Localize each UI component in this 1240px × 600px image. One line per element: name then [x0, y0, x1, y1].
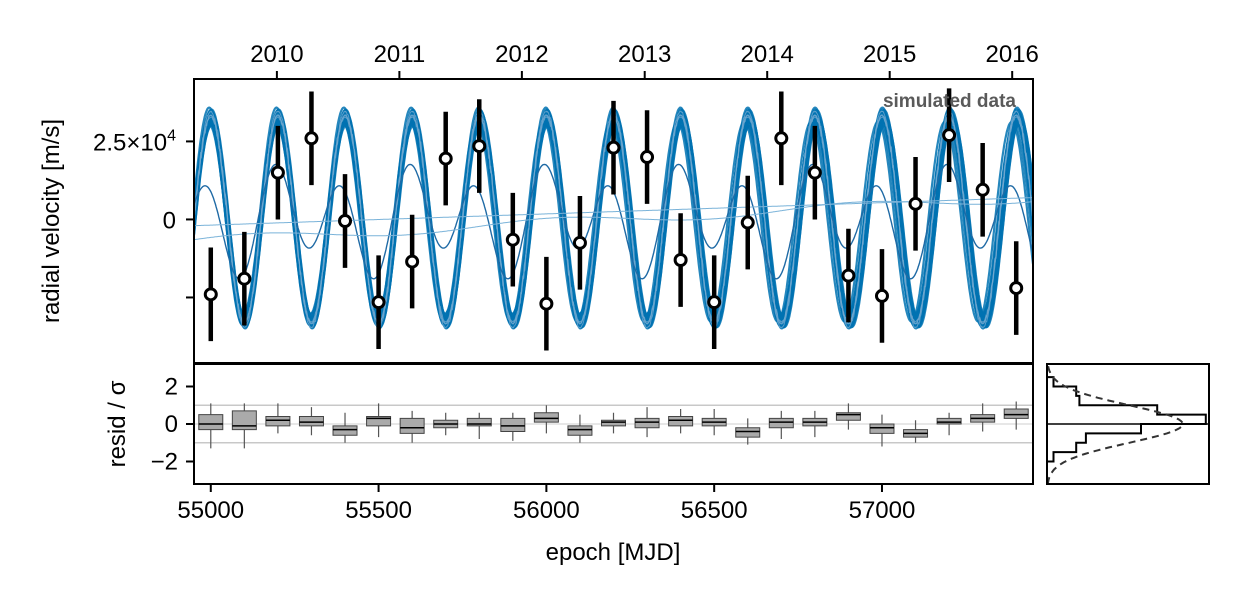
residual-boxes: [198, 401, 1029, 449]
residual-y-axis-label: resid / σ: [104, 380, 131, 467]
residual-y-axis-ticks: 2 0 −2: [151, 374, 194, 476]
data-point: [740, 215, 755, 230]
data-point: [539, 296, 554, 311]
rv-panel: 2010 2011 2012 2013 2014 2015 2016 2.5×104 0 si…: [38, 41, 1039, 364]
residual-box: [231, 410, 257, 431]
histogram-frame: [1046, 363, 1210, 485]
epoch-tick-label: 57000: [849, 497, 916, 524]
year-axis-ticks: 2010 2011 2012 2013 2014 2015 2016: [250, 41, 1039, 79]
residual-histogram-panel: [1046, 363, 1210, 485]
residual-box: [500, 417, 526, 432]
simulated-data-annotation: simulated data: [883, 91, 1016, 112]
residual-box: [936, 417, 962, 425]
data-point: [774, 131, 789, 146]
data-point: [405, 254, 420, 269]
year-tick-label: 2012: [495, 41, 548, 68]
data-point: [908, 196, 923, 211]
rv-y-axis-ticks: 2.5×104 0: [93, 127, 194, 299]
data-point: [438, 151, 453, 166]
data-point: [304, 131, 319, 146]
residual-box: [567, 425, 593, 436]
residual-box: [869, 423, 895, 434]
residual-y-tick-label: 2: [165, 374, 178, 401]
data-point: [707, 295, 722, 310]
year-tick-label: 2015: [863, 41, 916, 68]
year-tick-label: 2011: [374, 41, 426, 68]
residual-box: [366, 416, 392, 427]
residual-box: [298, 416, 324, 427]
residual-y-tick-label: 0: [165, 411, 178, 438]
data-point: [270, 165, 285, 180]
residual-box: [1003, 408, 1029, 419]
data-point: [640, 150, 655, 165]
residual-box: [634, 417, 660, 429]
residual-box: [466, 417, 492, 427]
normal-reference-curve: [1047, 364, 1184, 484]
data-point: [472, 139, 487, 154]
rv-y-tick-label: 0: [163, 207, 176, 234]
data-point: [807, 165, 822, 180]
year-tick-label: 2014: [741, 41, 794, 68]
data-point: [673, 253, 688, 268]
epoch-tick-label: 55500: [345, 497, 412, 524]
epoch-tick-label: 55000: [177, 497, 244, 524]
data-point: [975, 182, 990, 197]
rv-y-axis-label: radial velocity [m/s]: [38, 119, 65, 323]
year-tick-label: 2013: [618, 41, 671, 68]
residual-box: [768, 417, 794, 429]
residual-histogram: [1047, 364, 1209, 484]
residual-box: [265, 416, 291, 427]
data-point: [841, 268, 856, 283]
residual-y-tick-label: −2: [151, 449, 178, 476]
epoch-tick-label: 56000: [513, 497, 580, 524]
residual-box: [735, 427, 761, 438]
year-tick-label: 2016: [985, 41, 1038, 68]
residual-box: [601, 419, 626, 427]
data-point: [1009, 281, 1024, 296]
residual-panel: 2 0 −2 55000 55500 56000 56500 57000 resid / σ…: [104, 363, 1034, 566]
residual-box: [668, 416, 694, 427]
data-point: [505, 232, 520, 247]
epoch-tick-label: 56500: [681, 497, 748, 524]
residual-box: [399, 417, 425, 434]
orbit-draw-alt-1: [194, 200, 1033, 241]
residual-box: [533, 412, 559, 423]
rv-y-tick-label: 2.5×104: [93, 127, 176, 156]
epoch-x-axis-label: epoch [MJD]: [546, 539, 681, 566]
data-point: [237, 271, 252, 286]
data-point: [874, 288, 889, 303]
residual-box: [198, 414, 224, 431]
orbit-draw-alt-2: [194, 197, 1033, 227]
residual-box: [835, 412, 861, 421]
data-point: [371, 295, 386, 310]
data-point: [338, 214, 353, 228]
year-tick-label: 2010: [250, 41, 303, 68]
residual-box: [332, 425, 358, 436]
data-point: [942, 128, 957, 143]
data-point: [203, 287, 218, 302]
rv-data-points: [203, 128, 1024, 311]
data-point: [606, 140, 621, 155]
data-point: [572, 235, 587, 250]
epoch-x-axis-ticks: 55000 55500 56000 56500 57000: [177, 484, 915, 524]
rv-y-tick-exponent: 4: [167, 127, 176, 144]
